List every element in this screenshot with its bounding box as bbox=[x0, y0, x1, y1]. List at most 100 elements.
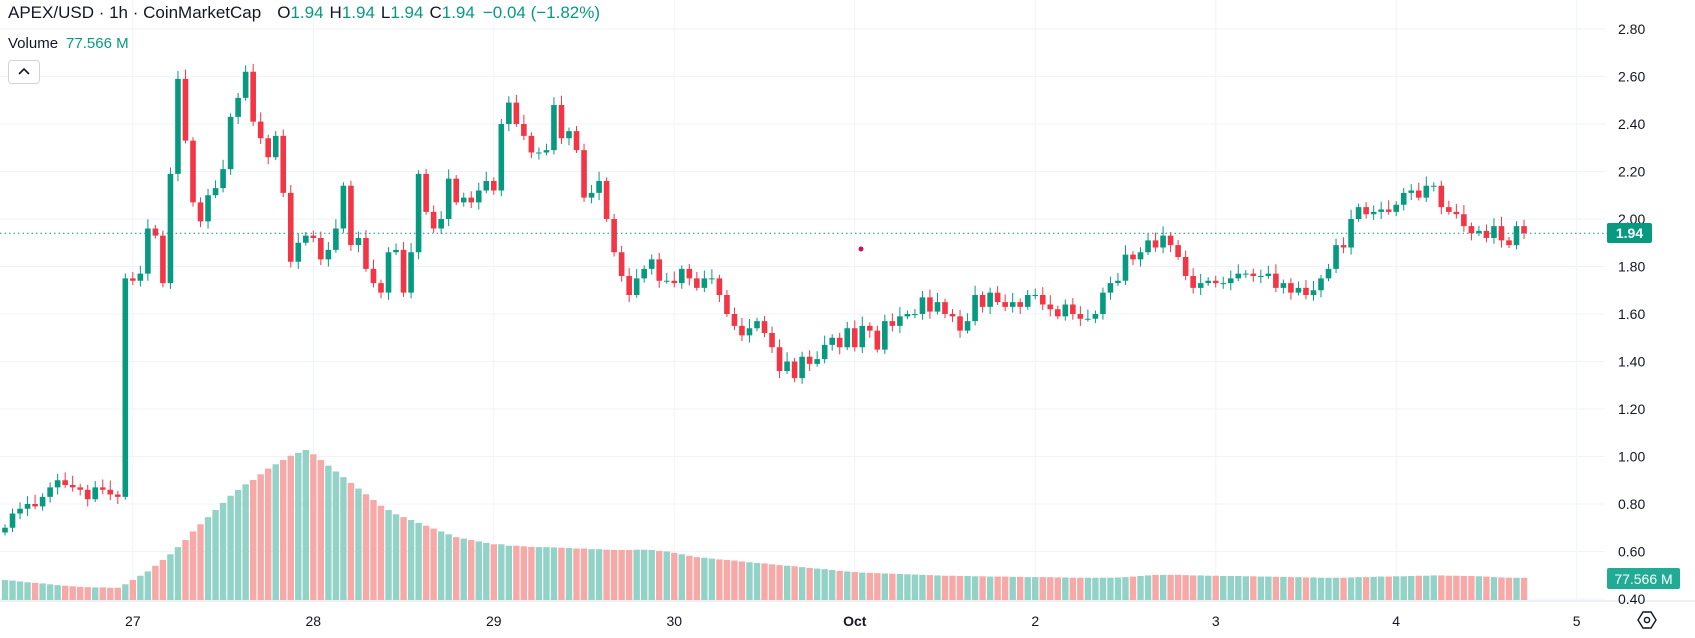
candle-body bbox=[784, 361, 790, 371]
candle-body bbox=[47, 487, 53, 497]
volume-bar bbox=[1077, 577, 1084, 600]
price-tick-label: 0.40 bbox=[1618, 591, 1645, 607]
volume-bar bbox=[219, 502, 227, 600]
candle-up bbox=[333, 219, 339, 253]
volume-bar bbox=[1400, 576, 1407, 600]
candle-down bbox=[491, 177, 497, 195]
candle-body bbox=[1513, 226, 1520, 246]
candle-body bbox=[1415, 190, 1422, 198]
candle-down bbox=[1385, 200, 1392, 215]
volume-bar bbox=[1159, 574, 1167, 600]
volume-bar bbox=[392, 514, 400, 600]
close-label: C bbox=[429, 3, 442, 22]
candle-body bbox=[1400, 192, 1407, 205]
candle-body bbox=[32, 504, 38, 507]
volume-bar bbox=[971, 576, 979, 600]
volume-bar bbox=[1092, 577, 1099, 600]
candle-down bbox=[1212, 275, 1219, 288]
candle-up bbox=[1160, 226, 1166, 254]
candle-up bbox=[596, 171, 602, 200]
candle-up bbox=[882, 314, 888, 354]
candle-up bbox=[754, 317, 760, 332]
candle-up bbox=[460, 192, 467, 207]
candle-up bbox=[483, 171, 490, 194]
candle-up bbox=[1393, 201, 1399, 217]
candle-up bbox=[9, 508, 16, 533]
volume-bar bbox=[377, 505, 385, 600]
volume-bar bbox=[347, 482, 355, 600]
price-tick-label: 2.80 bbox=[1618, 21, 1645, 37]
candle-body bbox=[1212, 280, 1219, 284]
volume-bar bbox=[565, 548, 573, 600]
volume-label[interactable]: Volume bbox=[8, 35, 59, 52]
volume-bar bbox=[1197, 575, 1204, 600]
candle-body bbox=[1130, 254, 1136, 260]
candle-body bbox=[558, 105, 565, 139]
volume-bar bbox=[866, 572, 873, 600]
candle-down bbox=[1190, 268, 1196, 294]
volume-bar bbox=[663, 551, 670, 600]
candle-body bbox=[513, 102, 520, 124]
candle-body bbox=[934, 302, 941, 312]
volume-bar bbox=[738, 561, 746, 600]
candle-up bbox=[393, 243, 399, 256]
candle-body bbox=[370, 268, 377, 284]
candle-up bbox=[498, 119, 505, 197]
candle-down bbox=[287, 185, 294, 268]
candle-body bbox=[581, 150, 587, 198]
candle-up bbox=[1423, 176, 1430, 202]
time-axis[interactable]: 27 28 29 30 Oct 2 3 4 5 bbox=[125, 613, 1581, 629]
volume-bar bbox=[1475, 576, 1483, 600]
candle-up bbox=[340, 182, 347, 233]
candle-up bbox=[415, 170, 422, 260]
candle-down bbox=[310, 230, 317, 243]
candle-down bbox=[1453, 204, 1460, 219]
candles bbox=[2, 63, 1527, 536]
volume-bar bbox=[986, 576, 994, 600]
chart-settings-button[interactable] bbox=[1636, 609, 1658, 631]
candle-up bbox=[1122, 245, 1129, 286]
candle-down bbox=[1250, 268, 1257, 282]
candle-down bbox=[942, 298, 948, 319]
candle-up bbox=[987, 287, 993, 314]
high-label: H bbox=[329, 3, 342, 22]
candle-up bbox=[137, 265, 144, 287]
candle-down bbox=[979, 291, 986, 313]
candle-up bbox=[543, 143, 550, 156]
volume-bar bbox=[122, 584, 129, 600]
volume-bar bbox=[407, 520, 415, 600]
candle-down bbox=[671, 271, 678, 288]
candle-down bbox=[1363, 202, 1369, 219]
candle-body bbox=[1325, 268, 1332, 279]
volume-bar bbox=[1317, 577, 1325, 600]
collapse-legend-button[interactable] bbox=[8, 60, 40, 84]
candle-body bbox=[280, 135, 287, 193]
volume-bar bbox=[498, 544, 505, 600]
candle-body bbox=[769, 333, 775, 348]
candle-body bbox=[1363, 207, 1369, 215]
volume-bar bbox=[1205, 575, 1212, 600]
candle-up bbox=[445, 169, 452, 227]
volume-bar bbox=[249, 480, 257, 600]
volume-bar bbox=[1415, 575, 1422, 600]
candle-body bbox=[242, 71, 249, 98]
candle-body bbox=[724, 295, 730, 314]
volume-bar bbox=[1287, 577, 1295, 600]
candle-body bbox=[882, 321, 888, 350]
candle-body bbox=[1197, 283, 1204, 288]
candle-down bbox=[197, 197, 204, 228]
candle-body bbox=[994, 292, 1001, 303]
price-axis[interactable]: 2.80 2.60 2.40 2.20 2.00 1.80 1.60 1.40 1.20 1.00… bbox=[1618, 21, 1645, 607]
candle-body bbox=[1039, 295, 1046, 305]
candle-body bbox=[806, 356, 813, 364]
symbol-title[interactable]: APEX/USD · 1h · CoinMarketCap bbox=[8, 3, 262, 22]
candle-body bbox=[1250, 273, 1257, 276]
volume-value: 77.566 M bbox=[66, 35, 129, 52]
candle-down bbox=[190, 137, 196, 207]
candle-body bbox=[1393, 204, 1399, 212]
candle-down bbox=[363, 230, 369, 272]
candle-down bbox=[62, 472, 68, 488]
volume-bar bbox=[798, 567, 806, 600]
